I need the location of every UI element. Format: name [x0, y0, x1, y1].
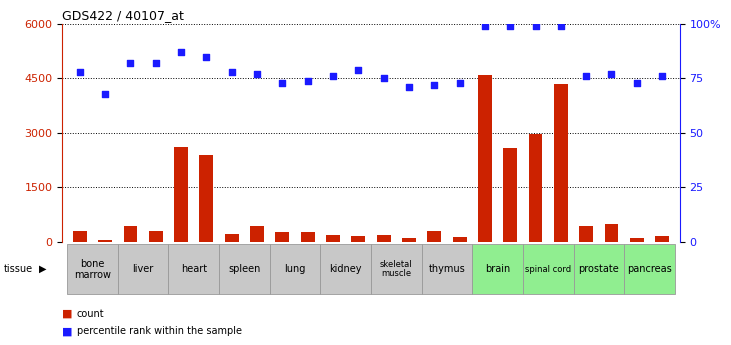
Bar	[276, 232, 289, 241]
Point	[656, 73, 668, 79]
Point	[605, 71, 617, 77]
Bar	[624, 244, 675, 294]
Bar	[326, 235, 340, 242]
Point	[150, 60, 162, 66]
Bar	[300, 232, 314, 241]
Bar	[523, 244, 574, 294]
Bar	[371, 244, 422, 294]
Bar	[98, 240, 112, 241]
Bar	[376, 235, 390, 242]
Text: kidney: kidney	[330, 264, 362, 274]
Text: spinal cord: spinal cord	[525, 265, 571, 274]
Text: thymus: thymus	[428, 264, 466, 274]
Text: tissue: tissue	[4, 264, 33, 274]
Point	[74, 69, 86, 75]
Bar	[320, 244, 371, 294]
Bar	[73, 231, 87, 241]
Bar	[168, 244, 219, 294]
Text: ▶: ▶	[39, 264, 46, 274]
Bar	[630, 238, 644, 241]
Point	[226, 69, 238, 75]
Text: ■: ■	[62, 326, 72, 336]
Bar	[124, 226, 137, 242]
Bar	[67, 244, 118, 294]
Bar	[225, 234, 239, 242]
Bar	[200, 155, 213, 242]
Text: brain: brain	[485, 264, 510, 274]
Point	[352, 67, 364, 72]
Bar	[574, 244, 624, 294]
Text: spleen: spleen	[228, 264, 260, 274]
Point	[580, 73, 592, 79]
Bar	[428, 231, 442, 241]
Point	[276, 80, 288, 86]
Point	[175, 50, 187, 55]
Bar	[174, 147, 188, 242]
Bar	[452, 237, 466, 241]
Point	[403, 85, 414, 90]
Bar	[402, 238, 416, 241]
Point	[125, 60, 137, 66]
Bar	[422, 244, 472, 294]
Bar	[219, 244, 270, 294]
Point	[251, 71, 263, 77]
Text: heart: heart	[181, 264, 207, 274]
Bar	[250, 226, 264, 241]
Text: bone
marrow: bone marrow	[74, 259, 111, 279]
Point	[99, 91, 111, 97]
Point	[479, 23, 491, 29]
Text: ■: ■	[62, 309, 72, 319]
Point	[327, 73, 339, 79]
Text: lung: lung	[284, 264, 306, 274]
Bar	[118, 244, 168, 294]
Text: pancreas: pancreas	[627, 264, 672, 274]
Bar	[579, 226, 593, 241]
Text: liver: liver	[132, 264, 154, 274]
Point	[631, 80, 643, 86]
Point	[530, 23, 542, 29]
Bar	[605, 225, 618, 241]
Bar	[270, 244, 320, 294]
Bar	[149, 231, 163, 241]
Point	[555, 23, 567, 29]
Point	[428, 82, 440, 88]
Text: GDS422 / 40107_at: GDS422 / 40107_at	[62, 9, 184, 22]
Point	[302, 78, 314, 83]
Bar	[503, 148, 517, 242]
Point	[200, 54, 212, 60]
Bar	[529, 134, 542, 242]
Point	[378, 76, 390, 81]
Point	[504, 23, 516, 29]
Bar	[472, 244, 523, 294]
Bar	[554, 84, 568, 242]
Bar	[352, 236, 366, 242]
Text: prostate: prostate	[578, 264, 619, 274]
Bar	[478, 75, 492, 242]
Text: percentile rank within the sample: percentile rank within the sample	[77, 326, 242, 336]
Text: count: count	[77, 309, 105, 319]
Point	[454, 80, 466, 86]
Text: skeletal
muscle: skeletal muscle	[380, 260, 412, 278]
Bar	[655, 236, 669, 241]
